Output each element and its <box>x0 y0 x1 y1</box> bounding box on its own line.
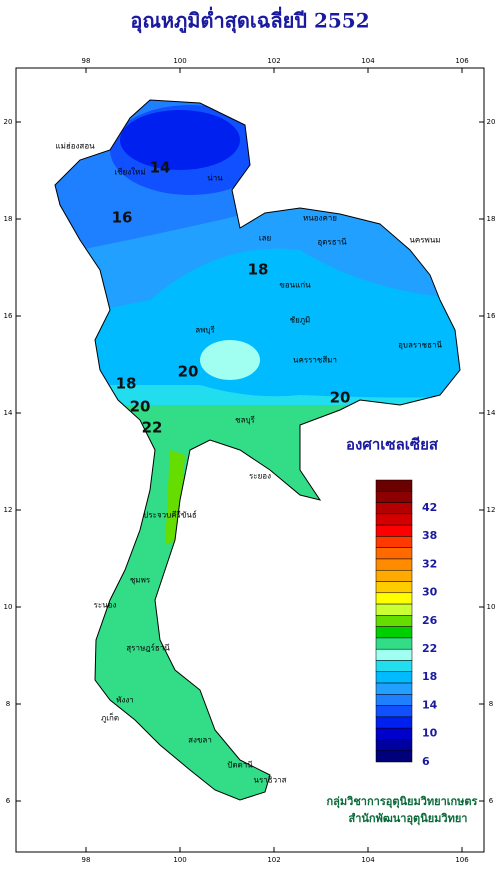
place-label: เชียงใหม่ <box>114 168 145 177</box>
place-label: ภูเก็ต <box>101 713 119 724</box>
contour-label: 16 <box>112 209 133 227</box>
y-tick-label: 20 <box>4 118 13 126</box>
place-label: นราธิวาส <box>253 776 286 785</box>
place-label: นครราชสีมา <box>293 356 337 365</box>
x-tick-label: 102 <box>267 856 280 864</box>
x-tick-label: 100 <box>173 856 186 864</box>
y-tick-label: 10 <box>487 603 496 611</box>
credit-line: กลุ่มวิชาการอุตุนิยมวิทยาเกษตร <box>327 795 478 809</box>
legend-swatch <box>375 626 413 639</box>
legend-swatch <box>375 491 413 503</box>
legend-swatch <box>375 502 413 515</box>
contour-label: 20 <box>178 363 199 381</box>
legend-swatch <box>375 547 413 560</box>
legend-swatch <box>375 671 413 684</box>
legend-label: 38 <box>422 529 437 542</box>
legend-swatch <box>375 739 413 751</box>
y-tick-label: 10 <box>4 603 13 611</box>
legend-label: 32 <box>422 557 437 570</box>
legend-swatch <box>375 694 413 706</box>
y-tick-label: 8 <box>489 700 493 708</box>
legend-label: 10 <box>422 727 438 740</box>
legend-swatch <box>375 592 413 605</box>
y-tick-label: 8 <box>6 700 10 708</box>
y-tick-label: 12 <box>4 506 13 514</box>
legend-swatch <box>375 727 413 740</box>
place-label: ระยอง <box>249 472 271 481</box>
x-tick-label: 106 <box>455 856 469 864</box>
legend-swatch <box>375 716 413 729</box>
y-tick-label: 16 <box>4 312 13 320</box>
legend-label: 6 <box>422 755 430 768</box>
legend-swatch <box>375 513 413 526</box>
x-tick-label: 98 <box>82 856 91 864</box>
x-tick-label: 104 <box>361 856 375 864</box>
place-label: นครพนม <box>409 236 440 245</box>
legend-swatch <box>375 558 413 571</box>
country-border <box>54 99 461 801</box>
place-label: หนองคาย <box>303 214 337 223</box>
legend-swatch <box>375 581 413 594</box>
place-label: สุราษฎร์ธานี <box>126 643 170 653</box>
legend-swatch <box>375 682 413 695</box>
place-label: ขอนแก่น <box>279 281 311 290</box>
y-tick-label: 18 <box>4 215 13 223</box>
place-label: เลย <box>259 234 271 243</box>
legend-title: องศาเซลเซียส <box>346 436 439 454</box>
map-title: อุณหภูมิต่ำสุดเฉลี่ยปี 2552 <box>130 6 369 35</box>
place-label: สงขลา <box>188 736 212 745</box>
legend-swatch <box>375 750 413 763</box>
place-label: ประจวบคีรีขันธ์ <box>143 510 197 520</box>
place-label: อุบลราชธานี <box>398 341 442 350</box>
place-label: ชุมพร <box>130 576 151 585</box>
y-tick-label: 20 <box>487 118 496 126</box>
legend-swatch <box>375 615 413 627</box>
legend-swatch <box>375 536 413 548</box>
legend-swatch <box>375 705 413 718</box>
place-label: ชลบุรี <box>235 416 255 425</box>
legend-label: 42 <box>422 501 437 514</box>
legend-swatch <box>375 648 413 661</box>
contour-label: 20 <box>130 398 151 416</box>
contour-label: 22 <box>142 419 163 437</box>
y-tick-label: 6 <box>6 797 11 805</box>
place-label: พังงา <box>116 696 134 705</box>
y-tick-label: 6 <box>489 797 494 805</box>
legend-swatch <box>375 524 413 537</box>
contour-label: 18 <box>248 261 269 279</box>
legend-label: 14 <box>422 698 438 711</box>
legend-label: 30 <box>422 586 438 599</box>
legend-swatch <box>375 660 413 673</box>
place-label: ชัยภูมิ <box>290 316 311 326</box>
legend-label: 18 <box>422 670 437 683</box>
contour-label: 18 <box>116 375 137 393</box>
place-label: ลพบุรี <box>195 326 215 335</box>
y-tick-label: 16 <box>487 312 496 320</box>
legend-swatch <box>375 569 413 582</box>
place-label: อุดรธานี <box>317 238 347 247</box>
legend-swatch <box>375 637 413 650</box>
x-tick-label: 104 <box>361 57 375 65</box>
credit-line: สำนักพัฒนาอุตุนิยมวิทยา <box>349 812 468 826</box>
place-label: แม่ฮ่องสอน <box>55 142 95 151</box>
place-label: น่าน <box>207 174 223 183</box>
legend-swatch <box>375 603 413 616</box>
place-label: ระนอง <box>94 601 117 610</box>
x-tick-label: 98 <box>82 57 91 65</box>
x-tick-label: 100 <box>173 57 186 65</box>
y-tick-label: 14 <box>487 409 496 417</box>
legend-label: 22 <box>422 642 437 655</box>
legend-swatch <box>375 479 413 492</box>
y-tick-label: 12 <box>487 506 496 514</box>
x-tick-label: 106 <box>455 57 469 65</box>
y-tick-label: 14 <box>4 409 13 417</box>
x-tick-label: 102 <box>267 57 280 65</box>
place-label: ปัตตานี <box>227 761 253 770</box>
y-tick-label: 18 <box>487 215 496 223</box>
contour-label: 20 <box>330 389 351 407</box>
contour-label: 14 <box>150 159 171 177</box>
legend-label: 26 <box>422 614 438 627</box>
